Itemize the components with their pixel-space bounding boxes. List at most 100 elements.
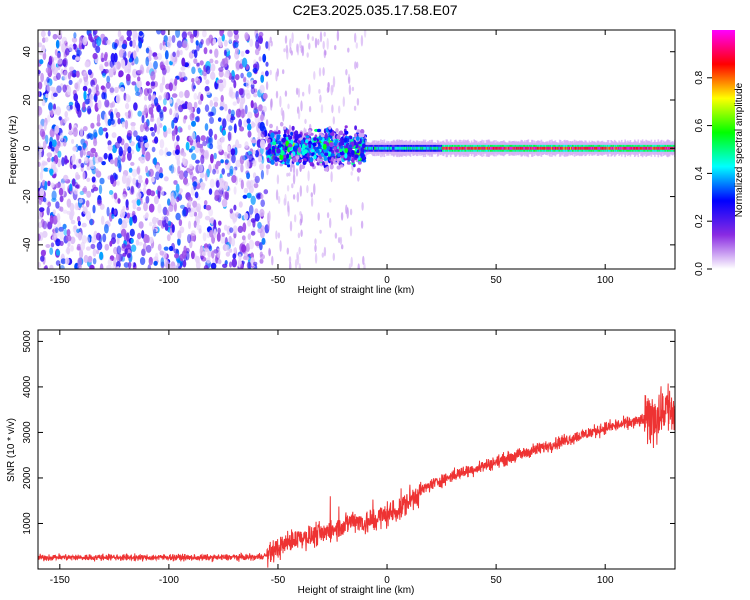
spectrogram-cell	[254, 175, 260, 184]
spectrogram-cell	[62, 209, 68, 214]
spectrogram-cell	[207, 111, 214, 117]
spectrogram-cell	[95, 45, 101, 54]
spectrogram-cell	[553, 146, 556, 150]
spectrogram-cell	[126, 212, 130, 219]
spectrogram-frame	[37, 29, 676, 270]
spectrogram-cell	[279, 154, 284, 161]
spectrogram-cell	[38, 124, 43, 130]
spectrogram-cell	[163, 176, 169, 182]
spectrogram-cell	[174, 253, 179, 259]
spectrogram-cell	[233, 186, 237, 195]
spectrogram-cell	[162, 106, 167, 112]
spectrogram-cell	[145, 151, 151, 162]
spectrogram-cell	[240, 50, 245, 57]
spectrogram-cell	[75, 56, 81, 61]
spectrogram-cell	[387, 146, 389, 150]
spectrogram-cell	[245, 49, 250, 54]
spectrogram-cell	[229, 208, 233, 214]
spectrogram-cell	[246, 181, 252, 190]
spectrogram-cell	[374, 146, 377, 150]
spectrogram-cell	[291, 125, 295, 131]
spectrogram-cell	[124, 65, 128, 74]
spectrogram-cell	[44, 264, 48, 269]
spectrogram-cell	[392, 146, 394, 150]
spectrogram-cell	[196, 107, 201, 115]
spectrogram-cell	[165, 59, 169, 66]
spectrogram-cell	[287, 200, 290, 213]
spectrogram-cell	[436, 146, 439, 150]
spectrogram-cell	[116, 236, 120, 245]
spectrogram-cell	[122, 193, 127, 200]
spectrogram-cell	[415, 146, 418, 150]
spectrogram-cell	[240, 179, 244, 190]
spectrogram-cell	[116, 252, 120, 262]
spectrogram-cell	[38, 198, 42, 205]
spectrogram-cell	[334, 232, 338, 239]
spectrogram-cell	[476, 146, 479, 150]
spectrogram-cell	[351, 150, 355, 156]
spectrogram-cell	[82, 126, 88, 132]
spectrogram-cell	[245, 159, 250, 170]
spectrogram-cell	[179, 204, 186, 209]
spectrogram-cell	[82, 36, 88, 46]
spectrogram-cell	[111, 132, 117, 139]
spectrogram-cell	[38, 233, 41, 242]
spectrogram-cell	[87, 69, 92, 76]
spectrogram-cell	[292, 172, 296, 185]
spectrogram-cell	[326, 86, 330, 93]
spectrogram-cell	[155, 252, 159, 261]
spectrogram-cell	[57, 150, 62, 158]
spectrogram-cell	[338, 142, 342, 147]
spectrogram-cell	[306, 152, 310, 158]
spectrogram-cell	[195, 159, 200, 164]
spectrogram-cell	[59, 240, 64, 246]
spectrogram-cell	[520, 146, 523, 150]
spectrogram-cell	[60, 258, 66, 265]
spectrogram-cell	[200, 135, 206, 142]
spectrogram-cell	[201, 251, 207, 257]
spectrogram-cell	[157, 219, 163, 226]
spectrogram-cell	[168, 98, 173, 104]
spectrogram-cell	[44, 180, 48, 191]
spectrogram-cell	[141, 114, 145, 124]
spectrogram-cell	[221, 232, 225, 237]
spectrogram-cell	[259, 242, 263, 251]
spectrogram-cell	[410, 146, 413, 150]
spectrogram-cell	[476, 146, 478, 150]
spectrogram-cell	[329, 217, 332, 229]
spectrogram-cell	[150, 81, 156, 87]
spectrogram-cell	[234, 74, 240, 81]
spectrogram-cell	[73, 225, 77, 230]
spectrogram-cell	[561, 146, 564, 150]
spectrogram-cell	[455, 146, 457, 150]
spectrogram-cell	[133, 102, 138, 111]
spectrogram-cell	[275, 189, 279, 201]
spectrogram-cell	[246, 192, 252, 199]
spectrogram-cell	[75, 174, 81, 180]
spectrogram-cell	[253, 63, 258, 70]
spectrogram-cell	[127, 146, 132, 154]
spectrogram-cell	[419, 146, 421, 150]
spectrogram-cell	[66, 198, 72, 208]
spectrogram-cell	[350, 256, 353, 268]
spectrogram-cell	[152, 228, 157, 237]
spectrogram-cell	[338, 130, 344, 136]
spectrogram-cell	[289, 38, 292, 49]
spectrogram-cell	[661, 146, 663, 150]
spectrogram-cell	[313, 137, 317, 141]
spectrogram-cell	[258, 37, 263, 45]
spectrogram-cell	[447, 146, 449, 150]
spectrogram-cell	[228, 125, 233, 131]
spectrogram-cell	[318, 89, 321, 94]
spectrogram-cell	[314, 252, 318, 264]
spectrogram-cell	[49, 214, 54, 225]
spectrogram-cell	[125, 199, 129, 208]
spectrogram-cell	[510, 146, 512, 150]
spectrogram-cell	[412, 146, 414, 150]
spectrogram-cell	[597, 146, 599, 150]
spectrogram-cell	[390, 146, 393, 150]
spectrogram-cell	[82, 206, 88, 215]
spectrogram-cell	[265, 41, 269, 49]
spectrogram-cell	[92, 258, 97, 265]
spectrogram-cell	[46, 76, 50, 83]
